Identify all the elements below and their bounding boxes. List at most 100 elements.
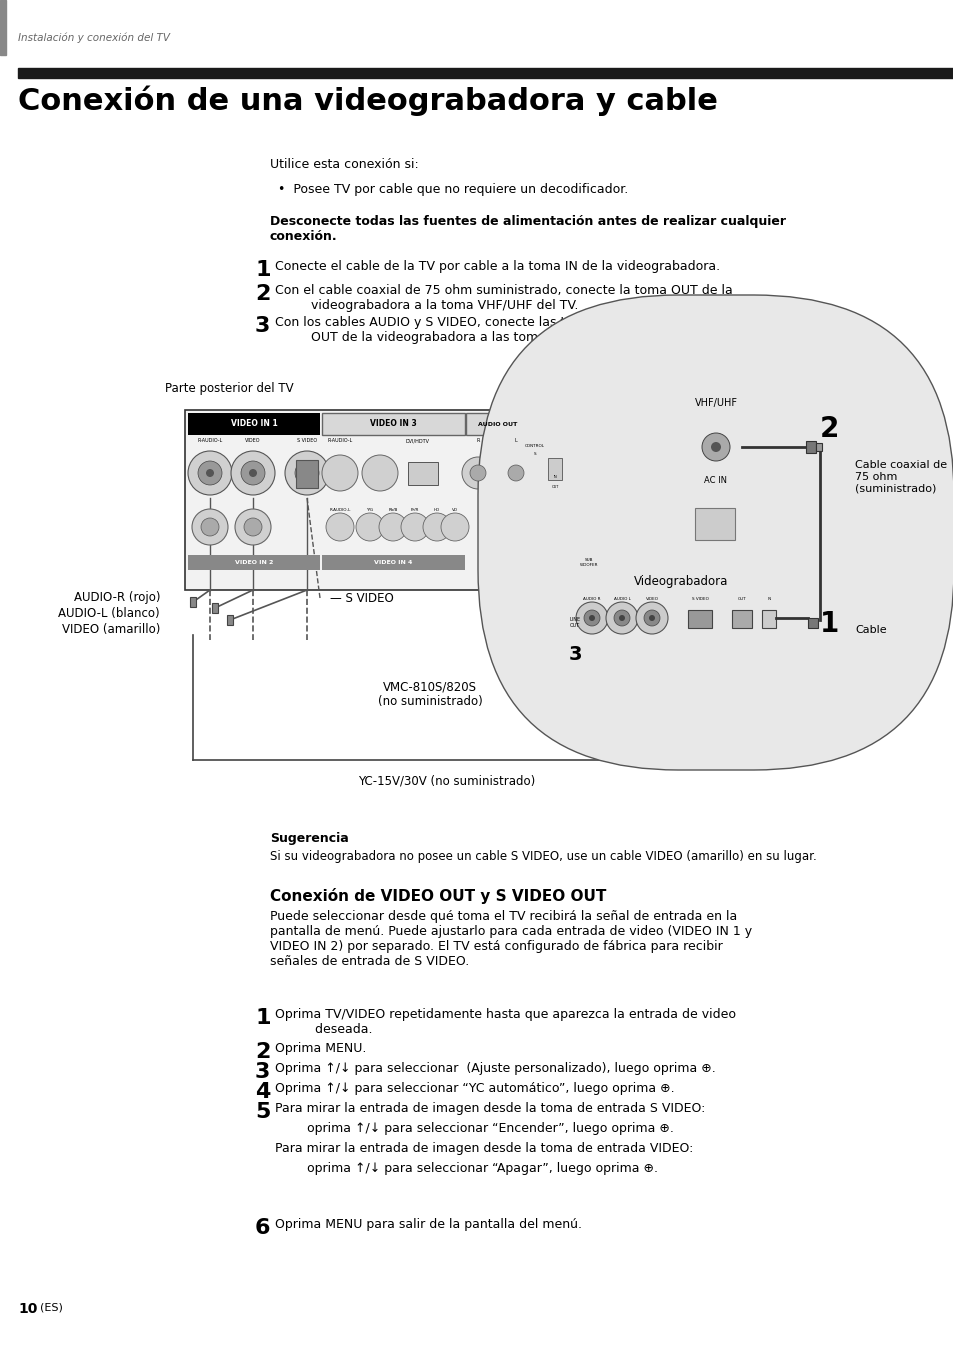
Circle shape xyxy=(583,611,599,626)
Bar xyxy=(805,440,815,453)
Bar xyxy=(695,508,734,540)
Circle shape xyxy=(576,603,607,634)
Text: S VIDEO: S VIDEO xyxy=(296,438,316,443)
Text: HD: HD xyxy=(434,508,439,512)
Circle shape xyxy=(188,451,232,494)
Text: L: L xyxy=(514,438,517,443)
Text: OUT: OUT xyxy=(551,485,558,489)
Text: AUDIO OUT: AUDIO OUT xyxy=(477,422,517,427)
Circle shape xyxy=(322,455,357,490)
Text: DVI/HDTV: DVI/HDTV xyxy=(406,438,430,443)
Circle shape xyxy=(361,455,397,490)
Text: Oprima MENU para salir de la pantalla del menú.: Oprima MENU para salir de la pantalla de… xyxy=(274,1219,581,1231)
Text: Con el cable coaxial de 75 ohm suministrado, conecte la toma OUT de la
         : Con el cable coaxial de 75 ohm suministr… xyxy=(274,284,732,312)
Text: Con los cables AUDIO y S VIDEO, conecte las tomas Audio y S Video
         OUT d: Con los cables AUDIO y S VIDEO, conecte … xyxy=(274,316,726,345)
Text: •  Posee TV por cable que no requiere un decodificador.: • Posee TV por cable que no requiere un … xyxy=(277,182,628,196)
Text: Cable coaxial de
75 ohm
(suministrado): Cable coaxial de 75 ohm (suministrado) xyxy=(854,459,946,493)
Bar xyxy=(322,555,464,570)
Circle shape xyxy=(643,611,659,626)
Bar xyxy=(761,611,775,628)
Text: OUT: OUT xyxy=(737,597,745,601)
Text: Conecte el cable de la TV por cable a la toma IN de la videograbadora.: Conecte el cable de la TV por cable a la… xyxy=(274,259,720,273)
Text: VIDEO IN 2: VIDEO IN 2 xyxy=(234,559,273,565)
Circle shape xyxy=(400,513,429,540)
Text: 1: 1 xyxy=(254,1008,271,1028)
Circle shape xyxy=(440,513,469,540)
Text: SUB
WOOFER: SUB WOOFER xyxy=(579,558,598,566)
Text: Conexión de VIDEO OUT y S VIDEO OUT: Conexión de VIDEO OUT y S VIDEO OUT xyxy=(270,888,606,904)
Text: Oprima ↑/↓ para seleccionar “YC automático”, luego oprima ⊕.: Oprima ↑/↓ para seleccionar “YC automáti… xyxy=(274,1082,674,1096)
Text: 3: 3 xyxy=(254,1062,270,1082)
Circle shape xyxy=(422,513,451,540)
Bar xyxy=(18,68,953,78)
Bar xyxy=(190,597,195,607)
Bar xyxy=(295,459,317,488)
Text: 2: 2 xyxy=(820,415,839,443)
Text: 1: 1 xyxy=(820,611,839,638)
Bar xyxy=(0,0,6,55)
Circle shape xyxy=(206,469,213,477)
Text: R-AUDIO-L: R-AUDIO-L xyxy=(329,508,351,512)
Circle shape xyxy=(648,615,655,621)
Circle shape xyxy=(636,603,667,634)
Bar xyxy=(322,413,464,435)
FancyBboxPatch shape xyxy=(477,295,953,770)
Text: VIDEO IN 4: VIDEO IN 4 xyxy=(374,559,412,565)
Text: Si su videograbadora no posee un cable S VIDEO, use un cable VIDEO (amarillo) en: Si su videograbadora no posee un cable S… xyxy=(270,850,816,863)
Circle shape xyxy=(507,465,523,481)
Circle shape xyxy=(294,461,318,485)
Circle shape xyxy=(470,465,485,481)
Text: AUDIO-L (blanco): AUDIO-L (blanco) xyxy=(58,608,160,620)
Text: AUDIO R: AUDIO R xyxy=(582,597,600,601)
Bar xyxy=(227,615,233,626)
Circle shape xyxy=(192,509,228,544)
Text: 10: 10 xyxy=(18,1302,37,1316)
Text: YC-15V/30V (no suministrado): YC-15V/30V (no suministrado) xyxy=(358,775,535,788)
Text: R-AUDIO-L: R-AUDIO-L xyxy=(327,438,353,443)
Text: AUDIO L: AUDIO L xyxy=(613,597,630,601)
Circle shape xyxy=(689,422,741,473)
Text: 4: 4 xyxy=(254,1082,270,1102)
Text: VIDEO: VIDEO xyxy=(645,597,658,601)
Text: VD: VD xyxy=(452,508,457,512)
Text: Instalación y conexión del TV: Instalación y conexión del TV xyxy=(18,32,170,43)
Circle shape xyxy=(618,615,624,621)
Text: 1: 1 xyxy=(254,259,271,280)
Circle shape xyxy=(605,603,638,634)
Bar xyxy=(188,555,319,570)
Text: VIDEO (amarillo): VIDEO (amarillo) xyxy=(62,624,160,636)
Circle shape xyxy=(378,513,407,540)
Bar xyxy=(567,590,794,640)
Bar xyxy=(212,603,218,613)
Text: VHF/UHF: VHF/UHF xyxy=(694,399,737,408)
Circle shape xyxy=(614,611,629,626)
Circle shape xyxy=(303,469,311,477)
Text: Desconecte todas las fuentes de alimentación antes de realizar cualquier
conexió: Desconecte todas las fuentes de alimenta… xyxy=(270,215,785,243)
Text: R-AUDIO-L: R-AUDIO-L xyxy=(197,438,222,443)
Text: S VIDEO: S VIDEO xyxy=(691,597,708,601)
Text: — S VIDEO: — S VIDEO xyxy=(330,592,394,604)
Text: Pb/B: Pb/B xyxy=(388,508,397,512)
Text: IN: IN xyxy=(553,476,557,480)
Text: Para mirar la entrada de imagen desde la toma de entrada VIDEO:: Para mirar la entrada de imagen desde la… xyxy=(274,1142,693,1155)
Text: Para mirar la entrada de imagen desde la toma de entrada S VIDEO:: Para mirar la entrada de imagen desde la… xyxy=(274,1102,704,1115)
Text: VIDEO IN 1: VIDEO IN 1 xyxy=(231,420,277,428)
Text: 3: 3 xyxy=(568,644,582,663)
Circle shape xyxy=(231,451,274,494)
Text: AUDIO-R (rojo): AUDIO-R (rojo) xyxy=(73,592,160,604)
Text: Conexión de una videograbadora y cable: Conexión de una videograbadora y cable xyxy=(18,85,717,115)
Text: Pr/R: Pr/R xyxy=(411,508,418,512)
Text: (ES): (ES) xyxy=(40,1302,63,1312)
Circle shape xyxy=(285,451,329,494)
Text: LINE
OUT: LINE OUT xyxy=(569,617,580,628)
Circle shape xyxy=(198,461,222,485)
Bar xyxy=(465,413,530,435)
Circle shape xyxy=(710,442,720,453)
Circle shape xyxy=(355,513,384,540)
Text: Oprima ↑/↓ para seleccionar  (Ajuste personalizado), luego oprima ⊕.: Oprima ↑/↓ para seleccionar (Ajuste pers… xyxy=(274,1062,715,1075)
Circle shape xyxy=(461,457,494,489)
Text: Sugerencia: Sugerencia xyxy=(270,832,349,844)
Text: Parte posterior del TV: Parte posterior del TV xyxy=(165,382,294,394)
Text: 6: 6 xyxy=(254,1219,271,1238)
Text: oprima ↑/↓ para seleccionar “Apagar”, luego oprima ⊕.: oprima ↑/↓ para seleccionar “Apagar”, lu… xyxy=(294,1162,658,1175)
